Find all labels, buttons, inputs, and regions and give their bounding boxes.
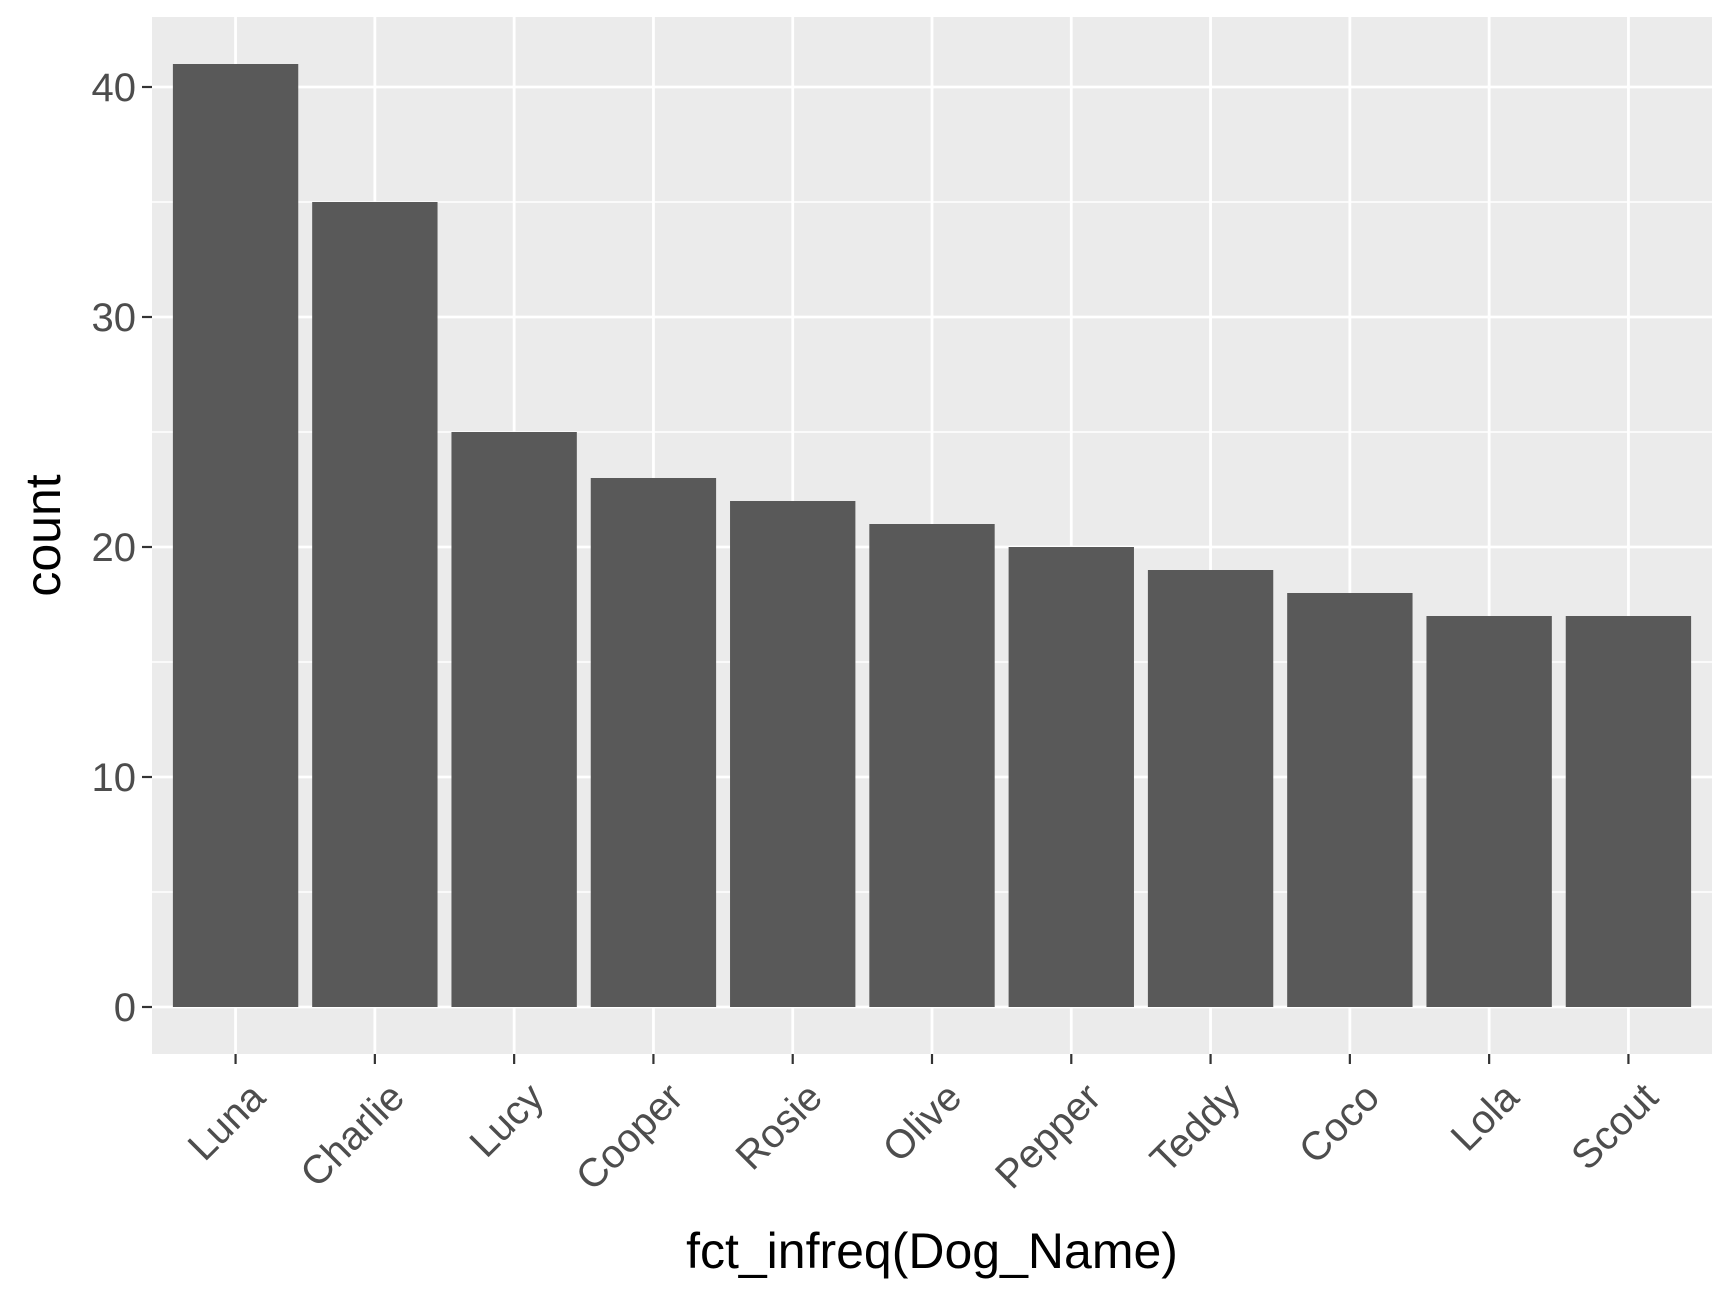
y-tick-label: 10 (92, 756, 137, 800)
bar-lucy (451, 432, 577, 1007)
bar-luna (172, 64, 299, 1007)
bar-olive (869, 524, 995, 1007)
y-tick-label: 40 (92, 66, 137, 110)
y-tick-label: 30 (92, 296, 137, 340)
y-tick-label: 20 (92, 526, 137, 570)
bar-coco (1287, 593, 1413, 1007)
bar-teddy (1147, 570, 1274, 1007)
bar-charlie (312, 202, 438, 1007)
bars (172, 64, 1692, 1007)
bar-rosie (730, 501, 856, 1007)
bar-pepper (1008, 547, 1134, 1007)
y-tick-label: 0 (114, 986, 136, 1030)
y-axis: 0 10 20 30 40 (92, 66, 152, 1030)
bar-scout (1565, 616, 1692, 1007)
x-axis-title: fct_infreq(Dog_Name) (686, 1223, 1178, 1279)
y-axis-title: count (15, 474, 71, 596)
bar-lola (1426, 616, 1552, 1007)
bar-cooper (590, 478, 717, 1007)
